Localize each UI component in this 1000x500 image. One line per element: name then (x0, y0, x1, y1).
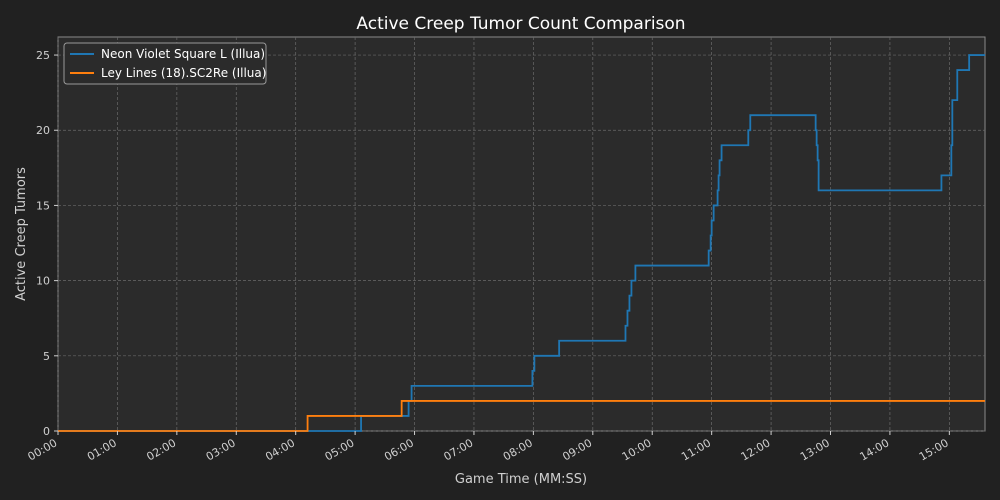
y-axis-label: Active Creep Tumors (14, 167, 29, 301)
legend-label-series-2: Ley Lines (18).SC2Re (Illua) (101, 66, 266, 80)
series-line-1 (58, 54, 985, 432)
series-line-2 (58, 400, 985, 432)
y-axis-ticks: 0 5 10 15 20 25 (36, 49, 58, 438)
x-axis-label: Game Time (MM:SS) (455, 472, 587, 487)
y-tick-label: 5 (43, 350, 50, 363)
series-lines (58, 54, 985, 432)
y-tick-label: 25 (36, 49, 50, 62)
chart-title: Active Creep Tumor Count Comparison (356, 14, 685, 34)
legend-label-series-1: Neon Violet Square L (Illua) (101, 47, 265, 61)
y-tick-label: 0 (43, 425, 50, 438)
legend: Neon Violet Square L (Illua) Ley Lines (… (63, 42, 267, 85)
y-tick-label: 20 (36, 124, 50, 137)
legend-box (63, 42, 267, 85)
y-tick-label: 15 (36, 199, 50, 212)
plot-area (57, 36, 986, 432)
y-tick-label: 10 (36, 275, 50, 288)
